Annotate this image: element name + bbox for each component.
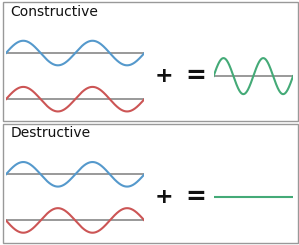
Text: Destructive: Destructive xyxy=(10,126,91,140)
Text: +: + xyxy=(154,66,173,86)
Text: Constructive: Constructive xyxy=(10,5,98,19)
Text: =: = xyxy=(185,185,206,209)
Text: =: = xyxy=(185,64,206,88)
Text: +: + xyxy=(154,187,173,208)
